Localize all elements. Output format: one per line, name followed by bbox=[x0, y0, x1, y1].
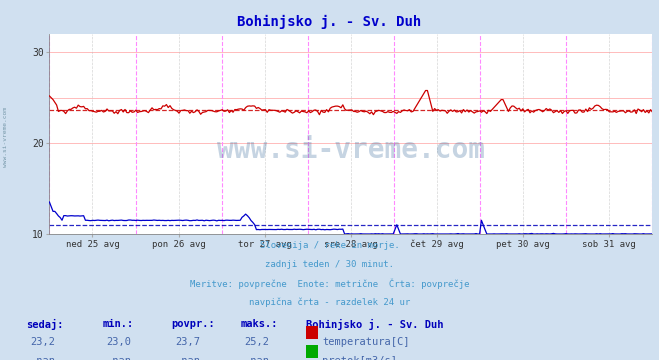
Text: pretok[m3/s]: pretok[m3/s] bbox=[322, 356, 397, 360]
Text: www.si-vreme.com: www.si-vreme.com bbox=[3, 107, 8, 167]
Text: -nan: -nan bbox=[30, 356, 55, 360]
Text: 25,2: 25,2 bbox=[244, 337, 270, 347]
Text: sedaj:: sedaj: bbox=[26, 319, 64, 330]
Text: temperatura[C]: temperatura[C] bbox=[322, 337, 410, 347]
Text: -nan: -nan bbox=[106, 356, 131, 360]
Text: Bohinjsko j. - Sv. Duh: Bohinjsko j. - Sv. Duh bbox=[237, 14, 422, 28]
Text: 23,7: 23,7 bbox=[175, 337, 200, 347]
Text: 23,0: 23,0 bbox=[106, 337, 131, 347]
Text: Slovenija / reke in morje.: Slovenija / reke in morje. bbox=[260, 241, 399, 250]
Text: navpična črta - razdelek 24 ur: navpična črta - razdelek 24 ur bbox=[249, 297, 410, 307]
Text: 23,2: 23,2 bbox=[30, 337, 55, 347]
Text: -nan: -nan bbox=[244, 356, 270, 360]
Text: www.si-vreme.com: www.si-vreme.com bbox=[217, 136, 485, 164]
Text: -nan: -nan bbox=[175, 356, 200, 360]
Text: Meritve: povprečne  Enote: metrične  Črta: povprečje: Meritve: povprečne Enote: metrične Črta:… bbox=[190, 279, 469, 289]
Text: maks.:: maks.: bbox=[241, 319, 278, 329]
Text: povpr.:: povpr.: bbox=[171, 319, 215, 329]
Text: Bohinjsko j. - Sv. Duh: Bohinjsko j. - Sv. Duh bbox=[306, 319, 444, 330]
Text: min.:: min.: bbox=[102, 319, 133, 329]
Text: zadnji teden / 30 minut.: zadnji teden / 30 minut. bbox=[265, 260, 394, 269]
